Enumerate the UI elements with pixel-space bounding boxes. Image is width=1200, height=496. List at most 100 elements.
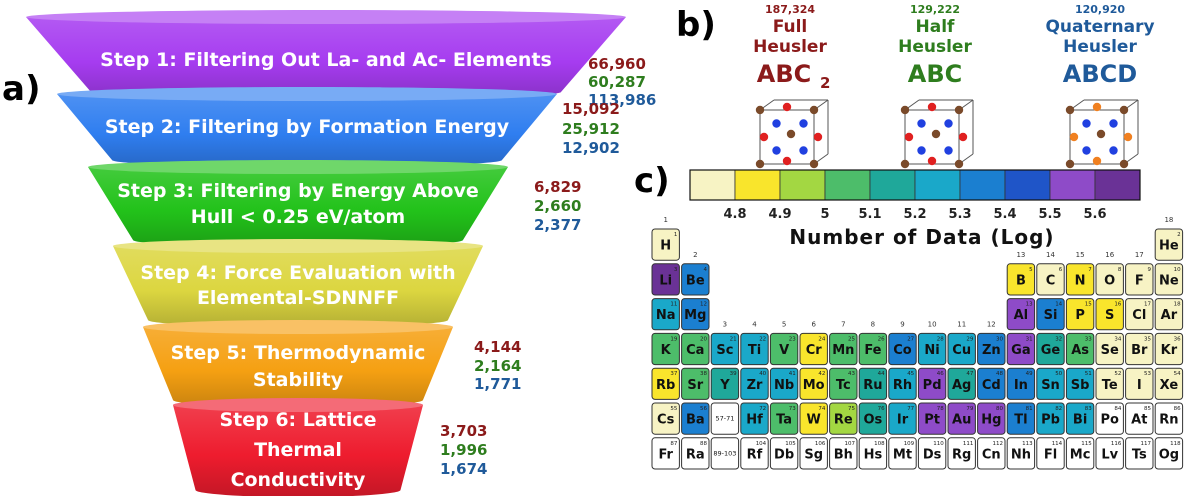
group-number: 11 [957,320,966,328]
atomic-number: 27 [907,336,914,342]
element-tile [1065,298,1095,331]
panel-label-a: a) [2,69,40,109]
atomic-number: 35 [1144,336,1151,342]
element-tile [1125,263,1154,296]
atomic-number: 76 [878,406,885,412]
colorbar-tick-label: 4.8 [723,207,746,222]
atomic-number: 83 [1085,406,1092,412]
element-symbol: Ni [924,343,939,358]
element-symbol: Tl [1014,413,1027,428]
element-tile [710,402,740,435]
atomic-number: 118 [1170,441,1181,447]
element-symbol: Cs [657,413,675,428]
element-tile [917,367,947,400]
colorbar-segment [1094,169,1141,201]
atomic-number: 115 [1081,441,1092,447]
element-tile [1065,263,1095,296]
element-symbol: Re [834,413,853,428]
colorbar: 4.8 4.9 5 5.1 5.2 5.3 5.4 5.5 5.6 [689,169,1141,222]
element-symbol: Au [952,413,971,428]
element-cell-p: 15P [1065,298,1095,331]
element-tile [829,332,858,366]
element-tile [740,367,769,400]
element-tile [829,437,858,470]
element-tile [1154,402,1184,435]
group-number: 16 [1105,251,1114,259]
element-tile [1154,263,1184,296]
element-tile [1036,437,1065,470]
element-symbol: Ds [923,447,942,462]
heusler-type: Half [916,17,956,37]
atomic-number: 21 [730,336,737,342]
filtering-funnel: Step 1: Filtering Out La- and Ac- Elemen… [26,10,656,496]
group-number: 17 [1135,251,1144,259]
element-cell-k: 19K [651,332,680,366]
atomic-number: 49 [1026,371,1033,377]
element-tile [799,367,828,400]
group-number: 8 [871,320,875,328]
atomic-number: 74 [818,406,825,412]
funnel-step-5-body [143,327,453,407]
element-tile [1154,367,1184,400]
element-symbol: Rg [952,447,971,462]
atomic-number: 31 [1026,336,1033,342]
element-cell-b: 5B [1006,263,1036,296]
heusler-count: 187,324 [765,3,815,16]
atomic-number: 46 [937,371,944,377]
element-tile [681,298,710,331]
atomic-number: 8 [1118,267,1122,273]
funnel-step-1-count: 113,986 [588,91,656,109]
element-tile [917,332,947,366]
element-symbol: Cr [806,343,823,358]
atomic-number: 10 [1174,267,1181,273]
element-tile [681,437,710,470]
atomic-number: 109 [904,441,915,447]
element-tile [1006,402,1036,435]
element-tile [1095,402,1124,435]
funnel-step-1-rim [26,10,626,24]
element-cell-89-103: 89-103 [710,437,740,470]
atomic-number: 4 [704,267,708,273]
atomic-number: 40 [759,371,766,377]
element-symbol: Br [1131,343,1148,358]
element-symbol: S [1105,308,1114,323]
crystal-structure-icon [1065,99,1139,169]
element-tile [977,332,1006,366]
atomic-number: 82 [1055,406,1062,412]
atomic-number: 107 [845,441,856,447]
element-symbol: Zr [747,378,763,393]
atomic-number: 29 [966,336,973,342]
colorbar-segment [869,169,916,201]
element-symbol: Ra [686,447,705,462]
atomic-number: 9 [1148,267,1152,273]
element-symbol: F [1135,273,1144,288]
atomic-number: 13 [1026,302,1033,308]
atomic-number: 11 [670,302,677,308]
element-tile [917,402,947,435]
element-tile [1154,228,1184,261]
element-tile [799,332,828,366]
atomic-number: 79 [966,406,973,412]
element-symbol: Pt [924,413,940,428]
element-symbol: Lv [1101,447,1118,462]
funnel-step-6-label: Thermal [254,439,342,461]
element-tile [710,437,740,470]
element-symbol: Ta [776,413,792,428]
atomic-number: 81 [1026,406,1033,412]
funnel-step-3-label: Step 3: Filtering by Energy Above [117,180,479,202]
